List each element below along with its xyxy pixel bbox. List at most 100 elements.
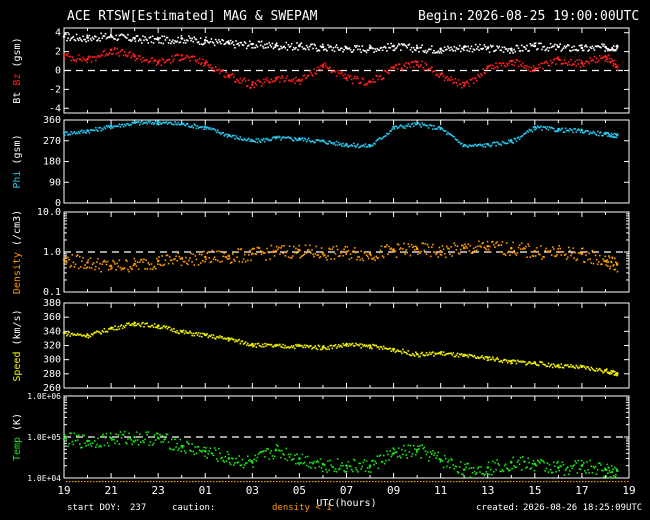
data-point-temp [479,471,481,473]
data-point-bt [356,44,358,47]
data-point-bt [586,46,588,48]
data-point-phi [223,134,226,137]
data-point-phi [110,127,112,130]
caution-marker [258,481,260,483]
data-point-bz [253,86,256,89]
data-point-phi [361,144,364,147]
data-point-density [257,247,260,249]
data-point-phi [101,127,104,130]
data-point-temp [254,454,257,457]
caution-marker [372,481,374,483]
data-point-speed [118,328,121,330]
caution-marker [354,481,356,483]
data-point-bz [602,56,604,59]
data-point-phi [254,141,257,143]
data-point-temp [214,449,217,451]
data-point-bz [592,59,595,62]
data-value-bt [415,46,419,50]
data-point-bt [467,45,470,48]
data-point-bz [189,59,191,62]
data-point-phi [141,120,143,123]
data-point-phi [152,123,155,126]
data-point-speed [84,335,86,337]
data-point-bz [307,74,310,77]
data-point-bt [375,50,377,53]
caution-marker [324,481,326,483]
data-point-bz [136,58,139,60]
data-point-density [305,252,308,254]
data-point-bz [340,72,342,75]
data-point-temp [542,460,544,462]
data-point-bt [518,50,521,52]
data-point-density [606,259,609,261]
data-point-temp [282,453,284,455]
data-value-phi [298,137,301,140]
data-point-density [454,244,457,247]
data-point-bz [160,64,162,67]
data-point-bt [452,50,455,52]
data-point-phi [374,143,376,145]
data-point-density [127,268,129,271]
caution-marker [141,481,143,483]
data-point-speed [318,345,321,348]
data-point-bz [321,65,324,68]
data-point-density [204,260,206,263]
data-point-bz [334,71,337,73]
data-point-bz [240,82,243,84]
data-point-phi [512,142,514,144]
data-point-phi [290,138,293,140]
data-point-bt [81,40,83,42]
caution-marker [573,481,575,483]
data-point-density [591,249,594,252]
data-point-speed [432,351,434,353]
data-point-bz [252,80,254,83]
data-point-speed [615,372,617,375]
data-value-density [274,249,278,253]
data-point-bz [257,79,260,81]
data-point-bt [145,38,147,41]
data-point-phi [383,135,386,138]
data-point-temp [151,444,154,446]
data-point-temp [494,461,496,464]
caution-marker [429,481,431,483]
data-point-density [189,257,191,259]
data-point-density [205,258,207,261]
data-point-speed [517,360,520,363]
data-point-phi [117,125,120,128]
data-point-density [482,241,484,244]
data-point-density [383,246,386,248]
data-point-bt [349,49,352,51]
data-point-bz [434,69,436,72]
data-point-speed [203,332,205,335]
data-point-speed [412,353,415,356]
data-point-density [182,260,185,263]
data-point-bz [378,75,381,78]
data-point-density [450,245,452,248]
data-point-speed [375,344,377,347]
data-point-phi [190,126,192,128]
created-value: 2026-08-26 18:25:09UTC [523,503,643,513]
data-point-phi [398,125,401,127]
data-point-bz [428,68,431,71]
data-point-temp [446,465,448,468]
data-point-bt [400,49,402,51]
data-point-temp [129,437,131,439]
caution-marker [552,481,554,483]
data-point-bz [187,55,189,58]
data-point-phi [593,131,596,134]
data-point-speed [382,345,385,348]
data-point-bz [542,67,544,70]
data-point-speed [297,343,299,346]
data-point-phi [331,141,334,144]
data-point-temp [497,462,499,465]
data-point-speed [390,350,392,353]
data-point-phi [91,129,94,132]
data-point-speed [591,367,594,370]
data-point-temp [220,457,222,460]
data-point-temp [234,462,236,464]
data-point-phi [514,138,517,140]
data-point-bt [425,51,428,54]
data-point-bz [279,81,281,83]
data-value-density [109,264,113,268]
data-point-phi [547,128,550,131]
